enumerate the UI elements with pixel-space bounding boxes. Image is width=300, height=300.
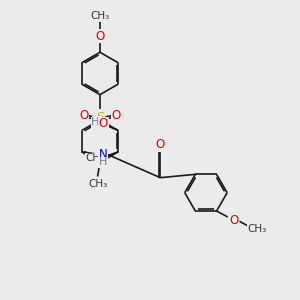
Text: CH₃: CH₃ xyxy=(248,224,267,234)
Text: H: H xyxy=(93,117,101,127)
Text: O: O xyxy=(230,214,239,227)
Text: CH₃: CH₃ xyxy=(88,178,107,189)
Text: S: S xyxy=(96,110,104,124)
Text: O: O xyxy=(95,29,105,43)
Text: O: O xyxy=(79,109,88,122)
Text: H: H xyxy=(91,117,100,127)
Text: CH₃: CH₃ xyxy=(90,11,110,21)
Text: O: O xyxy=(155,139,164,152)
Text: O: O xyxy=(98,117,108,130)
Text: CH₃: CH₃ xyxy=(86,153,105,163)
Text: H: H xyxy=(99,157,107,167)
Text: N: N xyxy=(98,148,107,161)
Text: O: O xyxy=(98,118,108,130)
Text: O: O xyxy=(112,109,121,122)
